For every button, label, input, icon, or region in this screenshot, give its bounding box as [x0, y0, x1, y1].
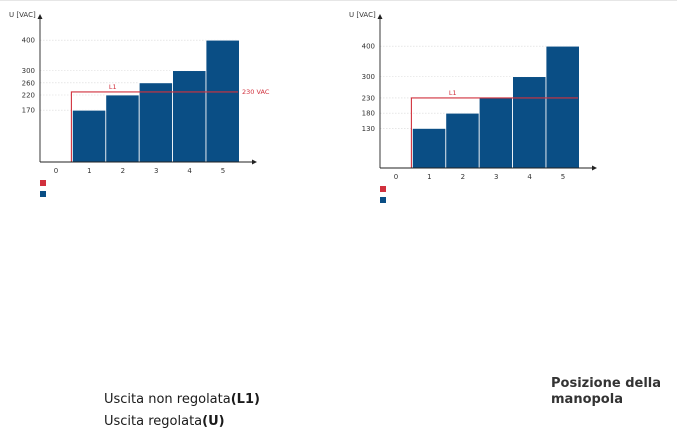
legend-swatch-limit [380, 186, 386, 192]
x-tick-label: 2 [461, 173, 465, 181]
legend-swatch-bar [40, 191, 46, 197]
y-tick-label: 130 [362, 125, 375, 133]
y-axis-arrow [377, 14, 383, 19]
legend-unregulated-output: Uscita non regolata(L1) [104, 392, 260, 407]
limit-value-label: 230 VAC [242, 88, 270, 96]
x-tick-label: 5 [561, 173, 565, 181]
top-divider [0, 0, 677, 1]
x-tick-label: 1 [87, 167, 91, 175]
x-tick-label: 4 [527, 173, 532, 181]
bar [445, 112, 480, 169]
y-axis-arrow [37, 14, 43, 19]
bar [172, 70, 207, 163]
y-tick-label: 230 [362, 94, 375, 102]
bar [105, 94, 140, 163]
chart-left: 170 220 260 300 400 L1 230 VAC U [VAC] 0 1 2 3 4 5 [9, 11, 270, 197]
x-tick-label: 0 [394, 173, 398, 181]
x-axis-arrow [252, 159, 257, 165]
x-tick-label: 4 [187, 167, 192, 175]
legend-unregulated-label: Uscita non regolata [104, 392, 231, 407]
x-tick-label: 2 [121, 167, 125, 175]
y-axis-label: U [VAC] [349, 11, 376, 19]
limit-line-label: L1 [449, 89, 457, 97]
bar [545, 45, 580, 169]
y-tick-label: 220 [22, 91, 35, 99]
y-tick-label: 170 [22, 107, 35, 115]
y-tick-label: 400 [362, 43, 375, 51]
bar [205, 39, 240, 163]
x-tick-label: 5 [221, 167, 225, 175]
legend-regulated-code: (U) [202, 414, 225, 429]
bar [138, 82, 173, 163]
chart-right: 130 180 230 300 400 L1 U [VAC] 0 1 2 3 4 5 [349, 11, 597, 203]
bar [412, 128, 447, 169]
legend-regulated-label: Uscita regolata [104, 414, 203, 429]
x-tick-label: 3 [154, 167, 158, 175]
limit-line [410, 97, 578, 168]
bar [478, 97, 513, 169]
x-tick-label: 1 [427, 173, 431, 181]
bar [72, 109, 107, 163]
y-tick-label: 260 [22, 79, 35, 87]
y-tick-label: 400 [22, 37, 35, 45]
legend-regulated-output: Uscita regolata(U) [104, 414, 225, 429]
x-tick-label: 3 [494, 173, 498, 181]
x-tick-label: 0 [54, 167, 58, 175]
limit-line [70, 91, 238, 162]
y-tick-label: 300 [22, 67, 35, 75]
bar [512, 76, 547, 169]
y-axis-label: U [VAC] [9, 11, 36, 19]
x-axis-caption: Posizione della manopola [551, 376, 662, 407]
legend-swatch-limit [40, 180, 46, 186]
x-axis-arrow [592, 165, 597, 171]
y-tick-label: 180 [362, 110, 375, 118]
legend-swatch-bar [380, 197, 386, 203]
legend-unregulated-code: (L1) [230, 392, 260, 407]
limit-line-label: L1 [109, 83, 117, 91]
y-tick-label: 300 [362, 73, 375, 81]
